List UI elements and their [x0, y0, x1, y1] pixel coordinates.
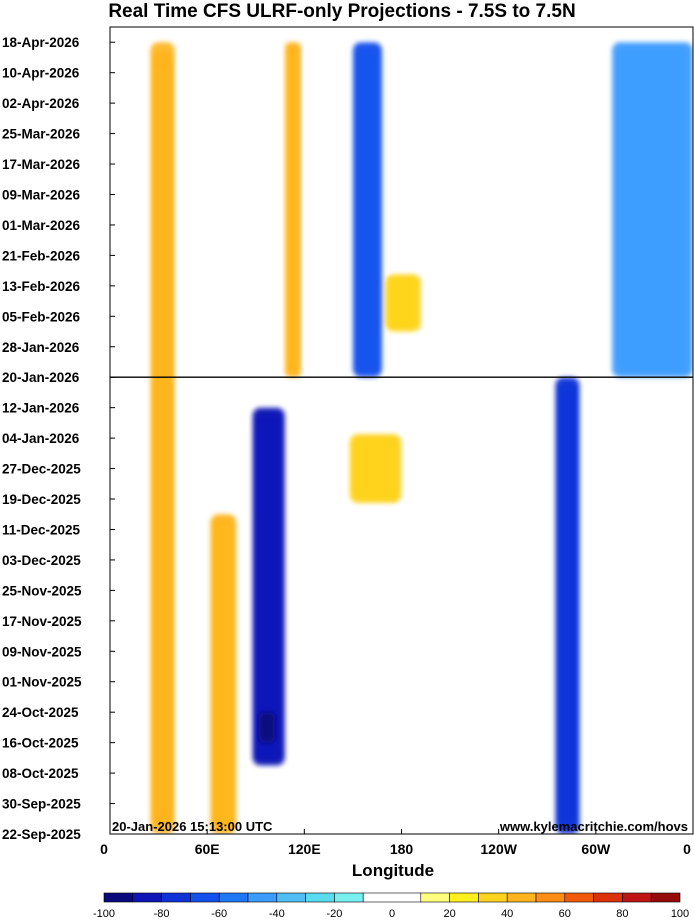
- colorbar-swatch: [478, 892, 508, 903]
- colorbar-swatch: [190, 892, 220, 903]
- y-tick-label: 17-Nov-2025: [2, 614, 82, 629]
- colorbar-swatch: [218, 892, 249, 903]
- longitude-axis: 0 60E 120E 180 120W 60W 0: [100, 829, 694, 857]
- colorbar-swatch: [593, 892, 623, 903]
- y-tick-label: 28-Jan-2026: [2, 340, 80, 355]
- colorbar-swatch: [276, 892, 306, 903]
- suppressed-band-1: [210, 514, 237, 834]
- suppressed-band-2: [284, 42, 302, 378]
- colorbar-tick-label: -80: [154, 908, 170, 920]
- y-tick-label: 03-Dec-2025: [2, 553, 81, 568]
- colorbar-swatch: [622, 892, 652, 903]
- colorbar-tick-label: -100: [93, 908, 115, 920]
- x-tick-label: 0: [100, 841, 108, 857]
- x-tick-label: 0: [683, 841, 691, 857]
- colorbar-swatch: [103, 892, 134, 903]
- y-tick-label: 22-Sep-2025: [2, 827, 81, 842]
- x-tick-label: 180: [390, 841, 414, 857]
- y-tick-label: 01-Nov-2025: [2, 675, 82, 690]
- colorbar-tick-label: -20: [326, 908, 342, 920]
- colorbar-swatch: [305, 892, 335, 903]
- colorbar-swatch: [506, 892, 537, 903]
- colorbar-swatch: [564, 892, 594, 903]
- colorbar-swatch: [132, 892, 162, 903]
- y-tick-label: 24-Oct-2025: [2, 705, 79, 720]
- y-tick-label: 18-Apr-2026: [2, 35, 80, 50]
- y-tick-label: 16-Oct-2025: [2, 736, 79, 751]
- y-tick-label: 10-Apr-2026: [2, 66, 80, 81]
- date-axis: 18-Apr-2026 10-Apr-2026 02-Apr-2026 25-Mar-…: [2, 35, 115, 842]
- y-tick-label: 25-Mar-2026: [2, 127, 81, 142]
- y-tick-label: 27-Dec-2025: [2, 462, 81, 477]
- colorbar-tick-label: 80: [616, 908, 628, 920]
- colorbar-tick-label: 20: [443, 908, 455, 920]
- x-tick-label: 120E: [288, 841, 321, 857]
- suppressed-band-3: [349, 434, 402, 503]
- suppressed-band-0: [150, 42, 175, 834]
- convection-band-5: [252, 407, 285, 766]
- colorbar-swatch: [449, 892, 479, 903]
- convection-band-8: [555, 377, 580, 834]
- x-tick-label: 120W: [480, 841, 517, 857]
- convection-band-7: [352, 42, 383, 378]
- colorbar: -100 -80 -60 -40 -20 0 20 40 60 80 100: [93, 892, 689, 920]
- y-tick-label: 09-Mar-2026: [2, 187, 81, 202]
- colorbar-tick-label: 100: [671, 908, 689, 920]
- x-tick-label: 60W: [581, 841, 611, 857]
- convection-band-6: [258, 712, 276, 743]
- anomaly-field: [150, 42, 693, 834]
- y-tick-label: 01-Mar-2026: [2, 218, 81, 233]
- y-tick-label: 12-Jan-2026: [2, 401, 80, 416]
- colorbar-swatch: [650, 892, 681, 903]
- y-tick-label: 08-Oct-2025: [2, 766, 79, 781]
- colorbar-swatch: [161, 892, 191, 903]
- y-tick-label: 30-Sep-2025: [2, 797, 81, 812]
- source-url: www.kylemacritchie.com/hovs: [499, 819, 688, 834]
- colorbar-tick-label: 0: [389, 908, 395, 920]
- run-timestamp: 20-Jan-2026 15:13:00 UTC: [112, 819, 273, 834]
- y-tick-label: 04-Jan-2026: [2, 431, 80, 446]
- x-axis-label: Longitude: [352, 861, 434, 880]
- x-tick-label: 60E: [195, 841, 220, 857]
- y-tick-label: 13-Feb-2026: [2, 279, 81, 294]
- colorbar-tick-label: -60: [211, 908, 227, 920]
- y-tick-label: 17-Mar-2026: [2, 157, 81, 172]
- y-tick-label: 19-Dec-2025: [2, 492, 81, 507]
- colorbar-swatch: [420, 892, 450, 903]
- y-tick-label: 11-Dec-2025: [2, 522, 81, 537]
- chart-title: Real Time CFS ULRF-only Projections - 7.…: [108, 1, 575, 22]
- colorbar-swatch: [247, 892, 278, 903]
- plot-background: [110, 27, 693, 834]
- y-tick-label: 02-Apr-2026: [2, 96, 80, 111]
- convection-band-9: [612, 42, 693, 378]
- y-tick-label: 21-Feb-2026: [2, 248, 81, 263]
- colorbar-swatch: [334, 892, 364, 903]
- colorbar-tick-label: -40: [269, 908, 285, 920]
- y-tick-label: 25-Nov-2025: [2, 583, 82, 598]
- colorbar-swatch: [362, 892, 422, 903]
- y-tick-label: 20-Jan-2026: [2, 370, 80, 385]
- suppressed-band-4: [385, 274, 421, 332]
- y-tick-label: 05-Feb-2026: [2, 309, 81, 324]
- y-tick-label: 09-Nov-2025: [2, 644, 82, 659]
- colorbar-tick-label: 60: [559, 908, 571, 920]
- colorbar-swatch: [535, 892, 566, 903]
- colorbar-tick-label: 40: [501, 908, 513, 920]
